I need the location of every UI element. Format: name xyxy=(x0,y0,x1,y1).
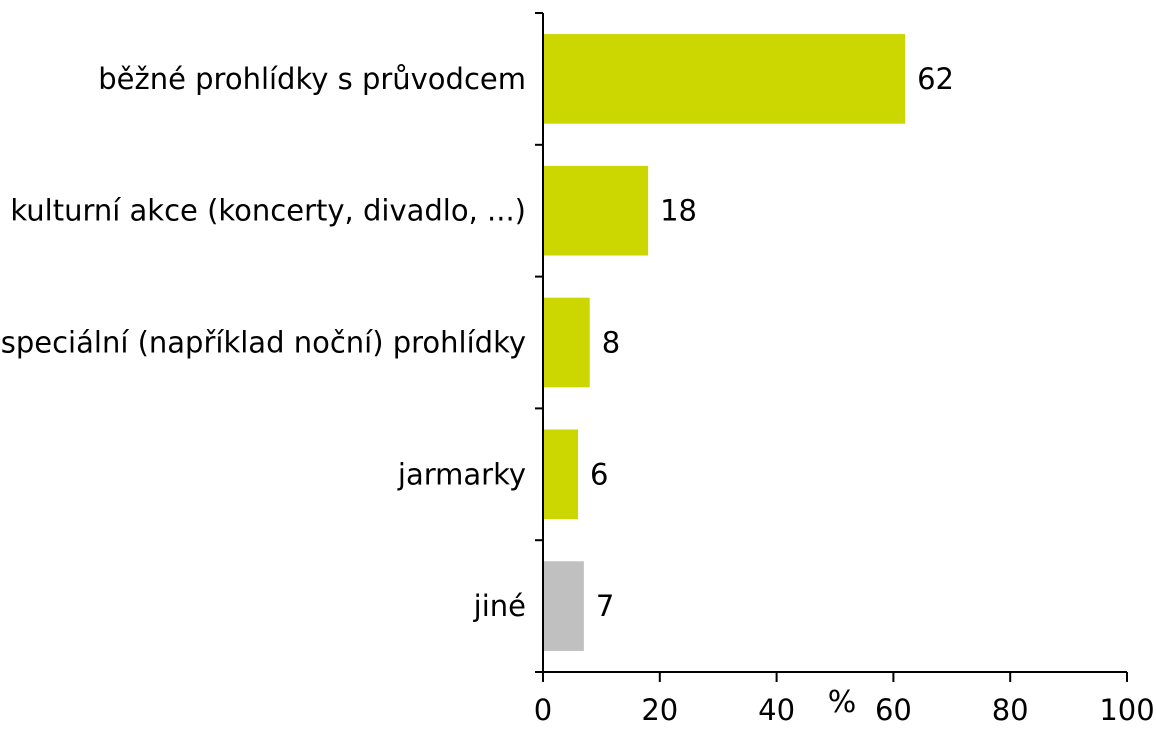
data-label-3: 6 xyxy=(590,457,608,491)
category-label-3: jarmarky xyxy=(397,457,526,491)
labels-group: 62 běžné prohlídky s průvodcem 18 kulturní … xyxy=(1,62,1155,727)
data-label-2: 8 xyxy=(602,326,620,360)
category-label-0: běžné prohlídky s průvodcem xyxy=(98,62,526,96)
category-label-4: jiné xyxy=(473,589,526,623)
category-label-2: speciální (například noční) prohlídky xyxy=(1,326,526,360)
bar-0 xyxy=(543,34,906,124)
data-label-0: 62 xyxy=(917,62,954,96)
x-tick-label-2: 40 xyxy=(758,693,795,727)
bar-4 xyxy=(543,561,584,651)
data-label-4: 7 xyxy=(596,589,614,623)
bars-group xyxy=(543,34,906,651)
axes-group xyxy=(535,12,1128,682)
bar-2 xyxy=(543,297,590,388)
bar-1 xyxy=(543,165,649,256)
bar-3 xyxy=(543,429,579,520)
category-label-1: kulturní akce (koncerty, divadlo, ...) xyxy=(10,194,526,228)
data-label-1: 18 xyxy=(660,194,697,228)
x-tick-label-4: 80 xyxy=(992,693,1029,727)
x-axis-title: % xyxy=(828,685,857,720)
x-tick-label-5: 100 xyxy=(1099,693,1154,727)
x-tick-label-1: 20 xyxy=(641,693,678,727)
x-tick-label-3: 60 xyxy=(875,693,912,727)
x-tick-label-0: 0 xyxy=(534,693,552,727)
